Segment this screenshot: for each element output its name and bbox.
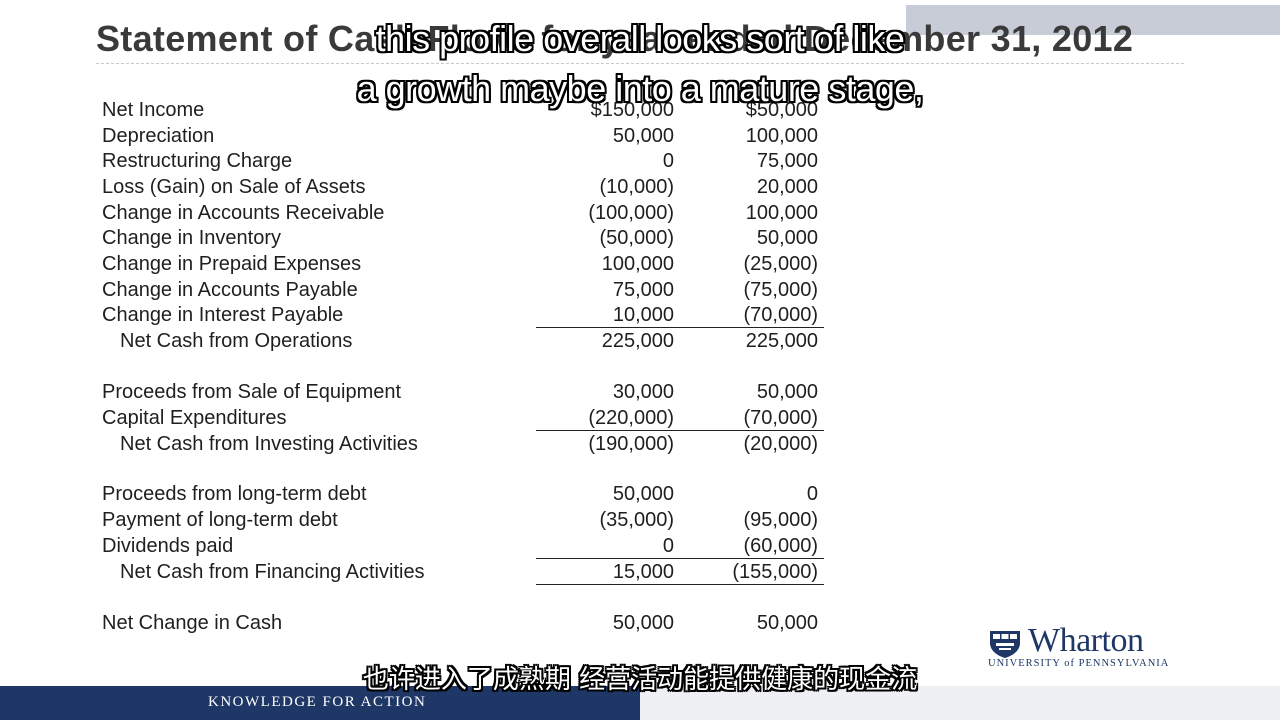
statement-row: Proceeds from long-term debt 50,000 0 — [0, 481, 1280, 507]
row-label: Depreciation — [102, 125, 215, 147]
row-value-col2: (95,000) — [743, 509, 819, 531]
row-value-col2: (60,000) — [743, 535, 819, 557]
statement-subtotal-row: Net Cash from Financing Activities 15,00… — [0, 559, 1280, 585]
row-value-col1: (190,000) — [588, 433, 674, 455]
row-value-col2: 100,000 — [745, 125, 818, 147]
row-value-col1: (220,000) — [588, 407, 674, 429]
subtotal-underline — [536, 327, 824, 328]
statement-row: Change in Interest Payable 10,000 (70,00… — [0, 302, 1280, 328]
row-label: Net Income — [102, 99, 205, 121]
chinese-subtitle: 也许进入了成熟期 经营活动能提供健康的现金流 — [362, 665, 918, 695]
row-value-col1: 75,000 — [612, 279, 674, 301]
wharton-logo: Wharton UNIVERSITY of PENNSYLVANIA — [988, 622, 1192, 672]
row-value-col2: 20,000 — [756, 176, 818, 198]
row-label: Dividends paid — [102, 535, 234, 557]
row-value-col1: 0 — [662, 535, 674, 557]
subtotal-underline — [536, 558, 824, 559]
row-label: Proceeds from long-term debt — [102, 483, 367, 505]
caption-line-1: this profile overall looks sort of like — [375, 18, 905, 59]
caption-line-2: a growth maybe into a mature stage, — [356, 68, 924, 109]
row-value-col2: 50,000 — [756, 227, 818, 249]
statement-subtotal-row: Net Cash from Investing Activities (190,… — [0, 431, 1280, 457]
statement-row: Net Income $150,000 $50,000 — [0, 97, 1280, 123]
row-value-col2: $50,000 — [745, 99, 818, 121]
logo-subtitle: UNIVERSITY of PENNSYLVANIA — [988, 658, 1170, 669]
row-value-col2: 225,000 — [745, 330, 818, 352]
row-label: Net Change in Cash — [102, 612, 283, 634]
row-value-col1: (10,000) — [599, 176, 675, 198]
row-value-col1: (35,000) — [599, 509, 675, 531]
row-label: Net Cash from Investing Activities — [120, 433, 418, 455]
subtotal-underline — [536, 430, 824, 431]
statement-row: Restructuring Charge 0 75,000 — [0, 148, 1280, 174]
row-label: Restructuring Charge — [102, 150, 293, 172]
row-value-col2: (20,000) — [743, 433, 819, 455]
row-value-col1: 50,000 — [612, 483, 674, 505]
statement-total-row: Net Change in Cash 50,000 50,000 — [0, 610, 1280, 636]
statement-row: Dividends paid 0 (60,000) — [0, 533, 1280, 559]
row-value-col1: 50,000 — [612, 612, 674, 634]
footer-bar — [0, 686, 640, 720]
row-value-col1: 225,000 — [601, 330, 674, 352]
row-value-col2: (155,000) — [732, 561, 818, 583]
row-value-col1: 30,000 — [612, 381, 674, 403]
statement-subtotal-row: Net Cash from Operations 225,000 225,000 — [0, 328, 1280, 354]
shield-icon — [990, 631, 1020, 658]
row-value-col1: 10,000 — [612, 304, 674, 326]
statement-row: Proceeds from Sale of Equipment 30,000 5… — [0, 379, 1280, 405]
top-right-overlay-box — [906, 5, 1280, 35]
row-value-col2: (70,000) — [743, 407, 819, 429]
row-value-col2: 50,000 — [756, 381, 818, 403]
row-value-col2: 100,000 — [745, 202, 818, 224]
row-value-col1: 100,000 — [601, 253, 674, 275]
row-value-col1: 15,000 — [612, 561, 674, 583]
row-label: Change in Accounts Receivable — [102, 202, 385, 224]
title-divider — [96, 63, 1184, 64]
row-value-col2: (70,000) — [743, 304, 819, 326]
statement-row: Loss (Gain) on Sale of Assets (10,000) 2… — [0, 174, 1280, 200]
row-value-col1: 50,000 — [612, 125, 674, 147]
row-value-col2: (75,000) — [743, 279, 819, 301]
statement-row: Change in Accounts Receivable (100,000) … — [0, 200, 1280, 226]
slide-title: Statement of Cash Flows for year ended D… — [96, 18, 1134, 59]
statement-row: Change in Inventory (50,000) 50,000 — [0, 225, 1280, 251]
row-value-col1: 0 — [662, 150, 674, 172]
row-value-col2: 50,000 — [756, 612, 818, 634]
footer-bar-right — [640, 686, 1280, 720]
row-value-col2: 0 — [806, 483, 818, 505]
total-underline — [536, 584, 824, 585]
row-value-col2: 75,000 — [756, 150, 818, 172]
row-label: Change in Accounts Payable — [102, 279, 358, 301]
statement-row: Change in Prepaid Expenses 100,000 (25,0… — [0, 251, 1280, 277]
row-value-col1: (100,000) — [588, 202, 674, 224]
statement-row: Capital Expenditures (220,000) (70,000) — [0, 405, 1280, 431]
row-value-col1: (50,000) — [599, 227, 675, 249]
footer-tagline: KNOWLEDGE FOR ACTION — [208, 694, 427, 710]
row-label: Net Cash from Operations — [120, 330, 353, 352]
logo-wordmark: Wharton — [1028, 622, 1144, 659]
row-label: Loss (Gain) on Sale of Assets — [102, 176, 366, 198]
row-label: Proceeds from Sale of Equipment — [102, 381, 402, 403]
statement-row: Depreciation 50,000 100,000 — [0, 123, 1280, 149]
row-label: Change in Interest Payable — [102, 304, 344, 326]
row-label: Capital Expenditures — [102, 407, 287, 429]
statement-row: Payment of long-term debt (35,000) (95,0… — [0, 507, 1280, 533]
row-label: Change in Inventory — [102, 227, 282, 249]
row-label: Change in Prepaid Expenses — [102, 253, 362, 275]
row-label: Payment of long-term debt — [102, 509, 338, 531]
row-value-col2: (25,000) — [743, 253, 819, 275]
statement-row: Change in Accounts Payable 75,000 (75,00… — [0, 277, 1280, 303]
row-label: Net Cash from Financing Activities — [120, 561, 425, 583]
row-value-col1: $150,000 — [590, 99, 674, 121]
